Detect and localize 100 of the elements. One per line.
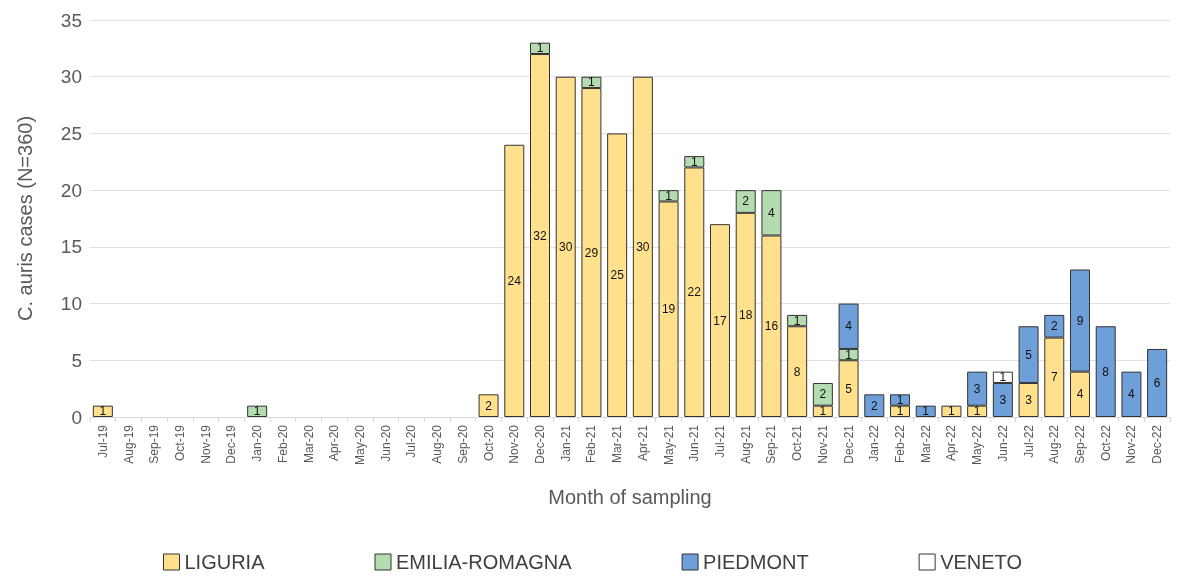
data-label: 1	[948, 404, 956, 419]
bar	[632, 76, 653, 417]
data-label: 25	[610, 268, 625, 283]
data-label: 1	[99, 404, 107, 419]
x-tick-label: Nov-19	[198, 424, 213, 464]
x-tick-label: Mar-20	[301, 424, 316, 464]
x-tick-label: Jul-19	[95, 424, 110, 458]
x-tick-label: May-22	[970, 424, 985, 466]
x-tick-label: Jun-21	[687, 424, 702, 462]
data-label: 2	[819, 387, 827, 402]
y-tick-label: 15	[60, 236, 82, 258]
data-label: 1	[536, 41, 544, 56]
bar	[504, 144, 525, 417]
data-label: 19	[661, 302, 676, 317]
x-tick-label: Oct-21	[790, 424, 805, 462]
y-tick-label: 35	[60, 9, 82, 31]
data-label: 6	[1153, 375, 1161, 390]
data-label: 18	[739, 307, 753, 322]
bar	[864, 394, 885, 417]
x-tick-label: Jan-20	[250, 424, 265, 462]
x-tick-label: Dec-20	[533, 424, 547, 464]
data-label: 1	[845, 347, 853, 362]
data-label: 7	[1050, 370, 1058, 385]
x-tick-label: Sep-19	[147, 424, 162, 464]
x-tick-label: Apr-22	[944, 424, 959, 462]
x-tick-label: Feb-21	[584, 424, 599, 464]
data-label: 1	[973, 404, 981, 419]
data-label: 32	[533, 228, 547, 243]
data-label: 4	[1076, 387, 1084, 402]
data-label: 4	[845, 319, 853, 334]
x-tick-label: Mar-22	[918, 424, 933, 464]
data-label: 1	[922, 404, 930, 419]
y-tick-label: 10	[60, 293, 82, 315]
bar	[555, 76, 576, 417]
x-tick-label: Aug-21	[738, 424, 753, 464]
legend-label: VENETO	[940, 551, 1023, 573]
x-tick-label: Aug-19	[121, 424, 136, 464]
x-tick-label: Apr-21	[635, 424, 650, 462]
bar	[1095, 326, 1116, 417]
bar	[607, 133, 628, 417]
x-tick-label: Aug-22	[1047, 424, 1062, 464]
x-tick-label: Dec-19	[224, 424, 239, 464]
y-axis-title: C. auris cases (N=360)	[14, 115, 36, 322]
x-tick-label: Mar-21	[610, 424, 625, 464]
data-label: 8	[793, 364, 801, 379]
data-label: 9	[1076, 313, 1084, 328]
data-label: 16	[764, 319, 779, 334]
y-tick-label: 0	[71, 406, 82, 428]
x-tick-label: Jul-22	[1021, 424, 1036, 458]
x-axis-title: Month of sampling	[548, 486, 712, 508]
x-tick-label: Oct-20	[481, 424, 496, 462]
data-label: 3	[999, 392, 1007, 407]
bar	[941, 405, 962, 417]
bar	[1121, 371, 1142, 417]
data-label: 1	[999, 370, 1007, 385]
x-tick-label: Feb-20	[275, 424, 290, 464]
data-label: 17	[713, 313, 727, 328]
data-label: 1	[896, 404, 904, 419]
data-label: 2	[870, 398, 878, 413]
data-label: 5	[1025, 347, 1033, 362]
y-tick-label: 5	[71, 349, 82, 371]
x-tick-label: Oct-19	[173, 424, 187, 462]
x-tick-label: Jun-22	[995, 424, 1010, 462]
legend-label: PIEDMONT	[703, 551, 809, 573]
bar	[1147, 348, 1168, 417]
bar	[710, 224, 730, 417]
data-label: 3	[1025, 392, 1033, 407]
x-tick-label: Nov-20	[507, 424, 522, 464]
x-tick-label: Nov-21	[815, 424, 830, 464]
data-label: 24	[507, 273, 522, 288]
x-tick-label: Dec-21	[841, 424, 856, 464]
data-label: 29	[584, 245, 599, 260]
x-tick-label: Jul-20	[404, 424, 419, 458]
data-label: 2	[742, 194, 750, 209]
x-tick-label: Feb-22	[893, 424, 907, 464]
data-label: 30	[559, 239, 573, 254]
legend-label: EMILIA-ROMAGNA	[396, 551, 573, 573]
data-label: 2	[485, 398, 493, 413]
x-tick-label: May-21	[661, 424, 676, 466]
y-tick-label: 20	[60, 179, 82, 201]
data-label: 1	[690, 154, 698, 169]
x-tick-label: Apr-20	[327, 424, 342, 462]
y-tick-label: 25	[60, 122, 82, 144]
x-tick-label: Oct-22	[1098, 424, 1113, 462]
data-label: 1	[253, 404, 261, 419]
data-label: 22	[687, 285, 702, 300]
y-tick-label: 30	[60, 66, 82, 88]
x-tick-label: Dec-22	[1150, 424, 1165, 464]
data-label: 2	[1050, 319, 1058, 334]
x-tick-label: Nov-22	[1124, 424, 1139, 464]
data-label: 1	[819, 404, 827, 419]
data-label: 30	[636, 239, 650, 254]
data-label: 1	[588, 75, 596, 90]
data-label: 3	[973, 381, 981, 396]
data-label: 5	[845, 381, 853, 396]
data-label: 1	[896, 392, 904, 407]
data-label: 4	[768, 205, 776, 220]
x-tick-label: May-20	[353, 424, 367, 466]
x-tick-label: Sep-22	[1073, 424, 1087, 464]
x-tick-label: Jul-21	[713, 424, 727, 458]
